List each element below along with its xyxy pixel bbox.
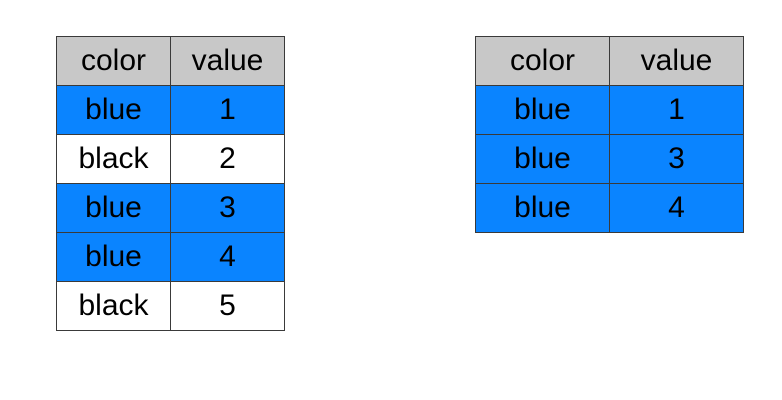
- value-cell: 2: [170, 134, 285, 184]
- table-row: blue 3: [475, 134, 744, 184]
- value-cell: 4: [609, 183, 744, 233]
- table-row: black 5: [56, 281, 285, 331]
- source-table: color value blue 1 black 2 blue 3 blue 4…: [56, 36, 285, 331]
- color-cell: blue: [475, 134, 610, 184]
- value-cell: 1: [609, 85, 744, 135]
- color-cell: blue: [56, 85, 171, 135]
- header-row: color value: [475, 36, 744, 86]
- color-cell: black: [56, 134, 171, 184]
- value-cell: 4: [170, 232, 285, 282]
- table-row: blue 1: [475, 85, 744, 135]
- value-cell: 3: [609, 134, 744, 184]
- color-cell: black: [56, 281, 171, 331]
- color-cell: blue: [56, 183, 171, 233]
- value-cell: 1: [170, 85, 285, 135]
- color-cell: blue: [56, 232, 171, 282]
- header-cell-color: color: [475, 36, 610, 86]
- table-row: blue 4: [475, 183, 744, 233]
- header-row: color value: [56, 36, 285, 86]
- table-row: black 2: [56, 134, 285, 184]
- color-cell: blue: [475, 183, 610, 233]
- header-cell-color: color: [56, 36, 171, 86]
- value-cell: 5: [170, 281, 285, 331]
- value-cell: 3: [170, 183, 285, 233]
- header-cell-value: value: [609, 36, 744, 86]
- color-cell: blue: [475, 85, 610, 135]
- table-row: blue 1: [56, 85, 285, 135]
- filtered-table: color value blue 1 blue 3 blue 4: [475, 36, 744, 233]
- header-cell-value: value: [170, 36, 285, 86]
- table-row: blue 3: [56, 183, 285, 233]
- table-row: blue 4: [56, 232, 285, 282]
